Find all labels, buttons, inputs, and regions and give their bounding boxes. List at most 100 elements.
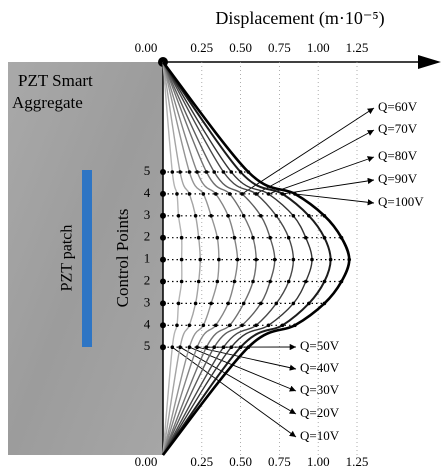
y-tick-label: 3 xyxy=(144,207,151,222)
point xyxy=(229,345,234,350)
point xyxy=(187,192,192,196)
legend-label: Q=90V xyxy=(378,171,418,186)
point xyxy=(170,170,175,174)
point xyxy=(322,214,327,218)
point xyxy=(268,279,272,284)
point xyxy=(310,257,314,262)
point xyxy=(215,235,220,240)
y-tick-label: 5 xyxy=(144,338,151,353)
point xyxy=(226,214,230,218)
point xyxy=(293,323,297,328)
point xyxy=(212,170,217,174)
point xyxy=(179,279,184,284)
point xyxy=(179,235,184,240)
point xyxy=(274,214,279,218)
point xyxy=(226,301,230,306)
curve-tail xyxy=(161,346,250,456)
control-point xyxy=(160,190,166,197)
pointer xyxy=(179,346,297,415)
point xyxy=(291,301,296,306)
point xyxy=(291,214,296,218)
point xyxy=(196,235,201,240)
point xyxy=(291,257,296,262)
point xyxy=(307,301,311,306)
point xyxy=(204,170,209,174)
point xyxy=(175,323,179,328)
point xyxy=(215,279,220,284)
point xyxy=(193,301,198,306)
y-axis-label: Control Points xyxy=(113,209,132,308)
point xyxy=(286,235,291,240)
point xyxy=(201,192,206,196)
point xyxy=(246,170,251,174)
aggregate-label: Aggregate xyxy=(12,93,83,112)
point xyxy=(221,170,226,174)
control-point xyxy=(160,256,166,263)
point xyxy=(254,257,258,262)
point xyxy=(201,323,206,328)
point xyxy=(322,301,327,306)
aggregate-label: PZT Smart xyxy=(18,71,93,90)
point xyxy=(213,192,218,196)
control-point xyxy=(160,344,166,351)
point xyxy=(251,279,255,284)
control-point xyxy=(160,300,166,307)
x-tick-label: 0.75 xyxy=(268,40,291,55)
pointer xyxy=(268,156,375,195)
x-tick-label: 1.00 xyxy=(307,454,330,469)
point xyxy=(232,279,237,284)
x-tick-label: 0.25 xyxy=(190,454,213,469)
point xyxy=(178,170,182,174)
pointer xyxy=(189,346,297,392)
point xyxy=(258,301,263,306)
x-tick-label: 0.00 xyxy=(135,454,158,469)
point xyxy=(322,279,327,284)
point xyxy=(339,279,344,284)
point xyxy=(286,279,291,284)
pointer xyxy=(241,107,375,195)
point xyxy=(240,323,244,328)
point xyxy=(272,257,277,262)
curve-tail xyxy=(161,61,250,173)
point xyxy=(268,235,272,240)
x-tick-label: 0.00 xyxy=(135,40,158,55)
y-tick-label: 4 xyxy=(144,316,151,331)
point xyxy=(213,323,218,328)
point xyxy=(187,170,192,174)
legend-label: Q=10V xyxy=(300,428,340,443)
point xyxy=(176,301,181,306)
legend-label: Q=70V xyxy=(378,121,418,136)
y-tick-label: 4 xyxy=(144,185,151,200)
legend-label: Q=60V xyxy=(378,99,418,114)
x-tick-label: 0.50 xyxy=(229,454,252,469)
point xyxy=(280,323,285,328)
x-tick-label: 1.25 xyxy=(346,40,369,55)
y-tick-label: 2 xyxy=(144,229,151,244)
pointer xyxy=(197,346,297,371)
point xyxy=(238,170,243,174)
point xyxy=(303,235,308,240)
x-tick-label: 1.25 xyxy=(346,454,369,469)
legend-label: Q=80V xyxy=(378,148,418,163)
pointer xyxy=(172,346,297,438)
point xyxy=(209,301,213,306)
point xyxy=(258,214,263,218)
axis-arrow xyxy=(418,55,441,69)
legend-label: Q=30V xyxy=(300,382,340,397)
point xyxy=(176,214,181,218)
pzt-patch xyxy=(82,170,92,347)
y-tick-label: 3 xyxy=(144,294,151,309)
point xyxy=(175,192,179,196)
point xyxy=(235,257,240,262)
control-point xyxy=(160,212,166,219)
point xyxy=(246,345,251,350)
point xyxy=(229,170,234,174)
point xyxy=(187,323,192,328)
control-point xyxy=(160,169,166,175)
y-tick-label: 5 xyxy=(144,163,151,178)
y-tick-label: 1 xyxy=(144,251,151,266)
legend-label: Q=20V xyxy=(300,405,340,420)
pointer xyxy=(282,177,375,195)
point xyxy=(198,257,203,262)
legend-label: Q=100V xyxy=(378,194,424,209)
